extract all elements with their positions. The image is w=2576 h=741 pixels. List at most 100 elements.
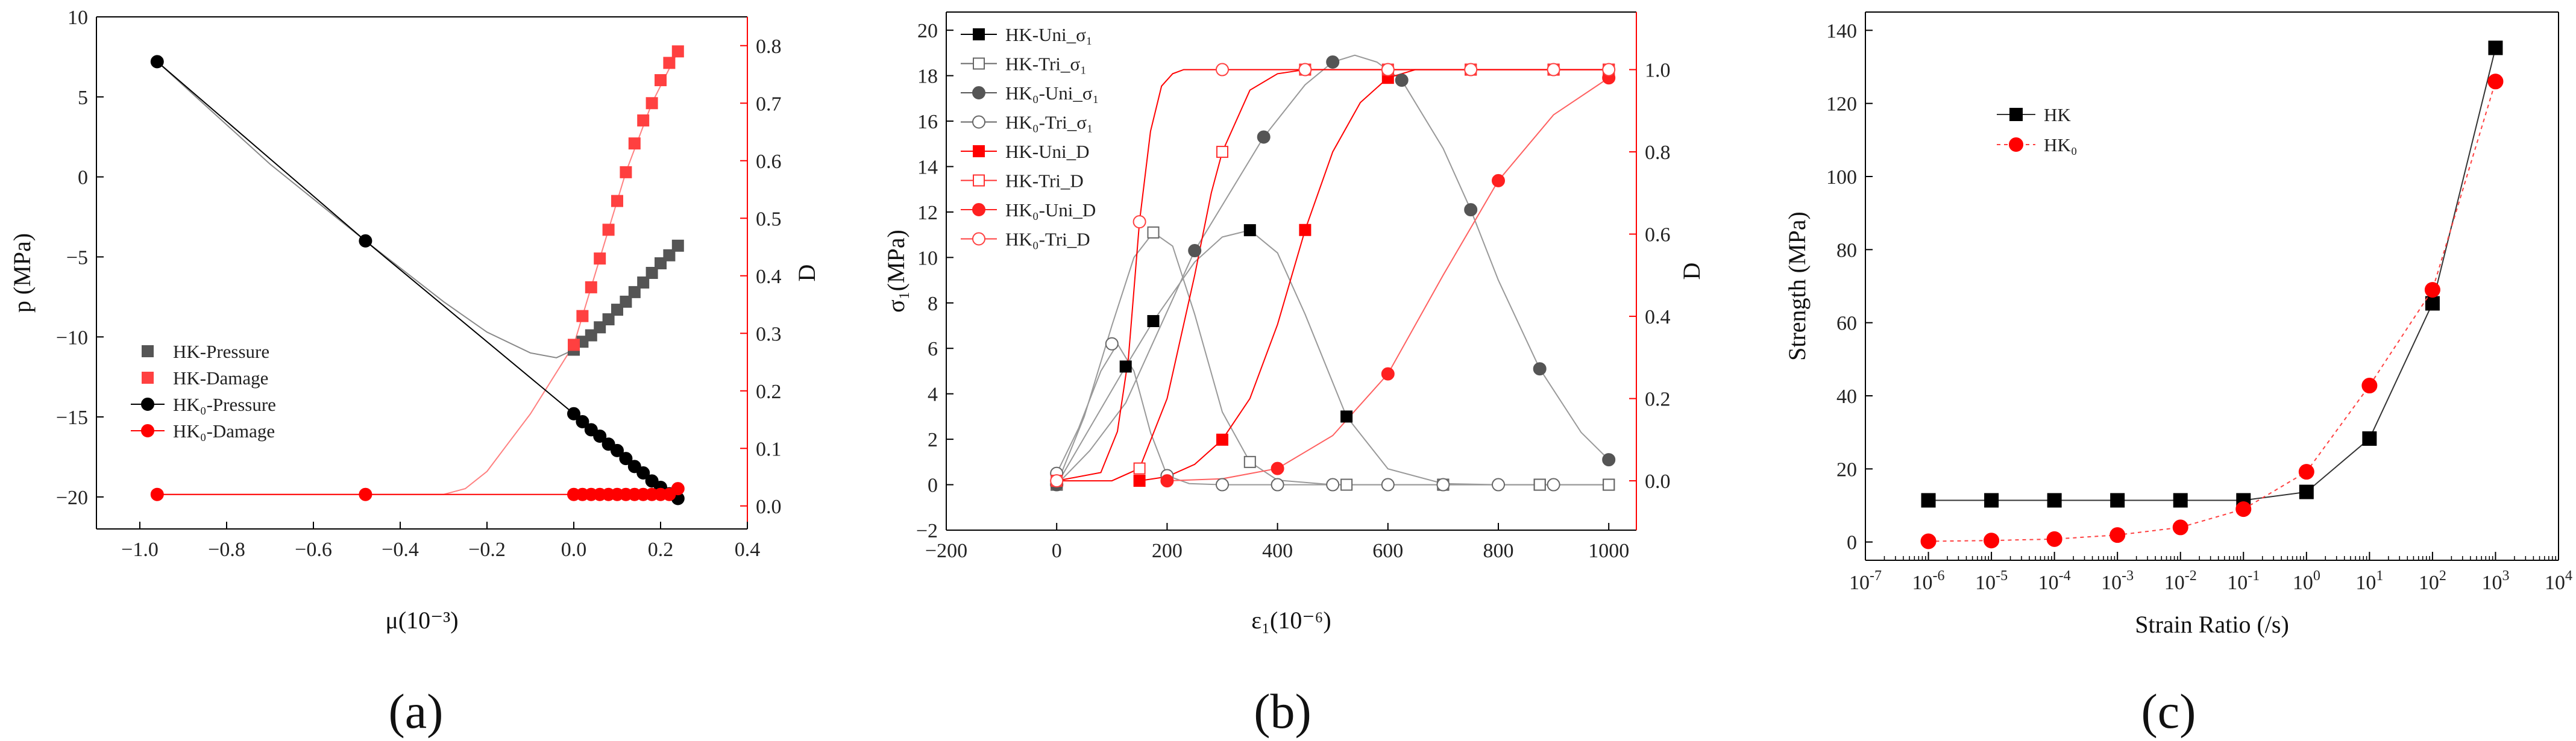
y-axis-label: Strength (MPa)	[1783, 211, 1811, 361]
legend-marker	[973, 174, 985, 187]
x-tick-label: −1.0	[121, 539, 159, 561]
y-right-tick-label: 0.4	[1645, 306, 1671, 328]
data-point	[576, 310, 589, 322]
x-tick-base: 10	[1975, 572, 1996, 594]
x-tick-exponent: 0	[2313, 568, 2320, 584]
y-left-tick-label: −2	[916, 520, 938, 542]
data-point	[2173, 493, 2188, 508]
legend-marker	[142, 372, 154, 384]
panel-a-label: (a)	[388, 684, 443, 739]
fit-curve	[1056, 342, 1609, 486]
data-point	[1464, 63, 1478, 77]
x-tick-label: 104	[2545, 568, 2572, 594]
data-point	[1920, 533, 1937, 549]
data-point	[2172, 519, 2188, 536]
data-point	[671, 482, 685, 496]
x-axis-label: μ(10⁻³)	[385, 607, 458, 634]
y-tick-label: 20	[1836, 458, 1857, 481]
data-point	[2362, 431, 2377, 446]
x-tick-label: 10-5	[1975, 568, 2008, 594]
data-point	[1395, 73, 1409, 87]
legend-marker	[2009, 108, 2023, 121]
x-tick-base: 10	[2101, 572, 2122, 594]
x-tick-label: 0	[1052, 540, 1062, 562]
data-point	[1326, 55, 1340, 69]
y-right-tick-label: 0.8	[756, 36, 782, 58]
y-left-tick-label: 14	[917, 156, 938, 178]
legend-marker	[973, 28, 985, 40]
data-point	[1533, 478, 1546, 491]
y-right-tick-label: 0.0	[756, 496, 782, 518]
series-line	[1928, 81, 2496, 542]
fit-curve	[1056, 230, 1609, 486]
y-tick-label: 0	[1847, 532, 1857, 554]
fit-curve	[1139, 69, 1609, 482]
data-point	[611, 443, 624, 457]
data-point	[1492, 478, 1505, 492]
y-left-tick-label: 18	[917, 66, 938, 88]
data-point	[1602, 453, 1616, 467]
x-tick-label: 0.4	[735, 539, 761, 561]
panel-b: −200 0 200 400 600 800 1000 −2 0 2 4 6 8 10 12 14 16 18 20…	[882, 11, 1705, 634]
y-left-tick-label: 10	[68, 7, 88, 29]
legend-entry: HK₀	[2044, 134, 2078, 155]
data-point	[2110, 493, 2125, 508]
x-tick-label: 200	[1152, 540, 1183, 562]
y-right-tick-label: 0.2	[1645, 389, 1671, 411]
legend-entry: HK₀-Damage	[173, 421, 275, 442]
data-point	[568, 339, 580, 351]
x-tick-base: 10	[2481, 572, 2502, 594]
y-tick-label: 80	[1836, 239, 1857, 261]
x-tick-exponent: -5	[1996, 568, 2008, 584]
x-tick-label: −0.8	[208, 539, 245, 561]
data-point	[1381, 478, 1395, 492]
data-point	[1243, 455, 1256, 468]
x-axis-label: Strain Ratio (/s)	[2135, 611, 2289, 638]
x-tick-exponent: 4	[2565, 568, 2572, 584]
data-point	[2425, 296, 2440, 311]
legend-marker	[973, 145, 985, 157]
legend-entry: HK₀-Uni_D	[1005, 199, 1096, 220]
data-point	[1464, 203, 1478, 217]
data-point	[1216, 433, 1228, 446]
data-point	[1984, 533, 2000, 549]
x-tick-exponent: -3	[2122, 568, 2134, 584]
y-left-tick-label: −10	[56, 327, 88, 349]
fit-curve	[1056, 231, 1609, 486]
y-left-tick-label: 10	[917, 247, 938, 269]
data-point	[1492, 174, 1505, 187]
data-point	[637, 276, 650, 289]
data-point	[2299, 484, 2314, 499]
y-tick-label: 100	[1826, 166, 1857, 189]
data-point	[1216, 478, 1229, 492]
y-tick-label: 120	[1826, 93, 1857, 116]
x-tick-label: 103	[2481, 568, 2509, 594]
data-point	[636, 466, 650, 480]
data-point	[671, 239, 684, 252]
data-point	[567, 407, 580, 421]
data-point	[1243, 224, 1256, 237]
y-left-tick-label: 0	[928, 475, 938, 497]
data-point	[1340, 478, 1353, 491]
y-right-tick-label: 0.2	[756, 381, 782, 403]
x-tick-label: 10-1	[2227, 568, 2260, 594]
data-point	[1257, 130, 1271, 144]
legend-entry: HK-Tri_D	[1005, 170, 1084, 192]
data-point	[2361, 378, 2378, 394]
y-left-tick-label: 20	[917, 20, 938, 42]
legend-marker	[972, 86, 985, 99]
x-tick-base: 10	[2293, 572, 2313, 594]
y-tick-label: 140	[1826, 20, 1857, 42]
data-point	[1340, 410, 1353, 423]
x-axis-label: ε₁(10⁻⁶)	[1251, 607, 1331, 634]
x-tick-exponent: 1	[2376, 568, 2383, 584]
legend-entry: HK₀-Pressure	[173, 394, 276, 415]
x-tick-base: 10	[2419, 572, 2439, 594]
x-tick-label: 600	[1372, 540, 1403, 562]
data-point	[359, 234, 372, 248]
legend-marker	[142, 345, 154, 357]
x-tick-base: 10	[2038, 572, 2059, 594]
data-point	[359, 487, 372, 501]
x-tick-exponent: -1	[2248, 568, 2260, 584]
data-point	[628, 137, 641, 150]
